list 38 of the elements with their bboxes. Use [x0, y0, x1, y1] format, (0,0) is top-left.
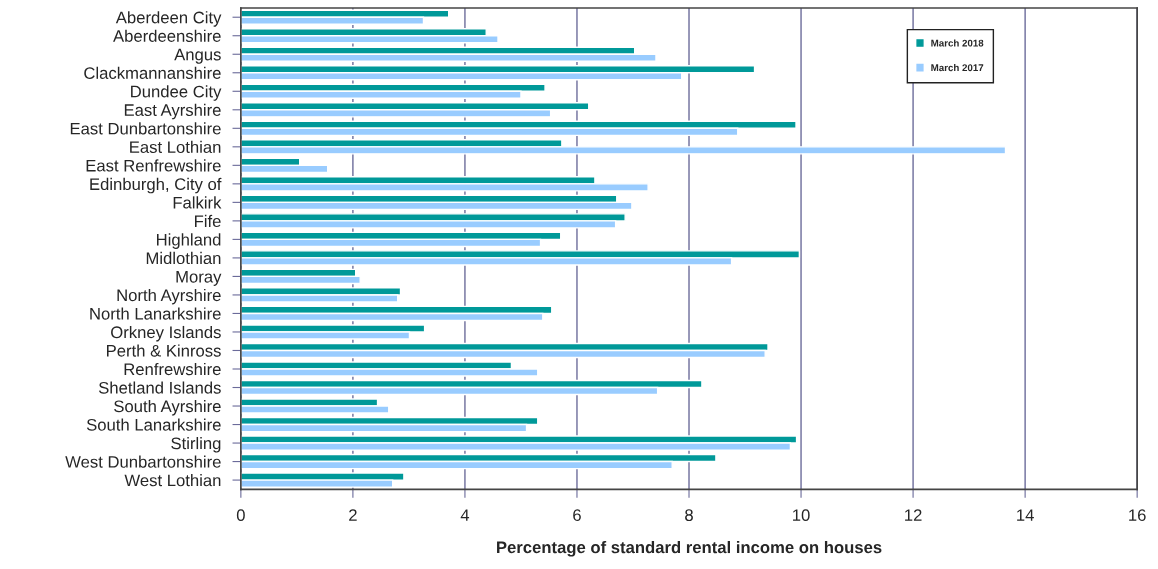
y-tick-label: West Dunbartonshire: [65, 455, 221, 468]
y-tick-label: South Lanarkshire: [86, 418, 221, 431]
y-tick-label: North Lanarkshire: [90, 307, 221, 320]
y-tick-label: Falkirk: [173, 196, 222, 209]
x-tick-label: 4: [460, 509, 470, 521]
y-tick-label: East Lothian: [130, 140, 221, 154]
y-tick-label: Moray: [176, 271, 222, 286]
y-tick-label: North Ayrshire: [117, 288, 221, 305]
x-tick-label: 12: [905, 509, 922, 521]
y-tick-label: East Renfrewshire: [86, 159, 221, 172]
y-tick-label: Dundee City: [131, 85, 222, 101]
y-tick-label: Renfrewshire: [124, 362, 221, 376]
legend-label: March 2017: [931, 64, 984, 72]
y-tick-label: Midlothian: [146, 251, 221, 265]
y-tick-label: Aberdeenshire: [113, 29, 221, 42]
x-tick-label: 10: [793, 509, 810, 522]
y-tick-label: Perth & Kinross: [107, 344, 221, 357]
y-tick-label: Fife: [195, 214, 221, 228]
y-tick-label: East Dunbartonshire: [70, 122, 221, 135]
x-tick-label: 16: [1129, 509, 1146, 522]
y-tick-label: Highland: [157, 233, 221, 249]
y-tick-label: Clackmannanshire: [84, 66, 221, 79]
x-tick-label: 8: [685, 509, 693, 522]
y-tick-label: West Lothian: [124, 474, 221, 487]
x-tick-label: 0: [236, 509, 245, 522]
y-tick-label: Aberdeen City: [115, 11, 222, 27]
y-tick-label: Orkney Islands: [111, 325, 221, 342]
legend-label: March 2018: [931, 39, 984, 47]
y-tick-label: Shetland Islands: [98, 381, 221, 394]
x-tick-label: 6: [573, 509, 581, 522]
x-axis-title: Percentage of standard rental income on houses: [497, 540, 882, 557]
y-tick-label: East Ayrshire: [124, 103, 221, 120]
x-tick-label: 2: [349, 509, 357, 521]
y-tick-label: Edinburgh, City of: [90, 177, 222, 194]
x-tick-label: 14: [1017, 509, 1034, 521]
y-tick-label: South Ayrshire: [114, 399, 221, 416]
y-tick-label: Angus: [174, 48, 221, 64]
y-tick-label: Stirling: [171, 437, 221, 453]
